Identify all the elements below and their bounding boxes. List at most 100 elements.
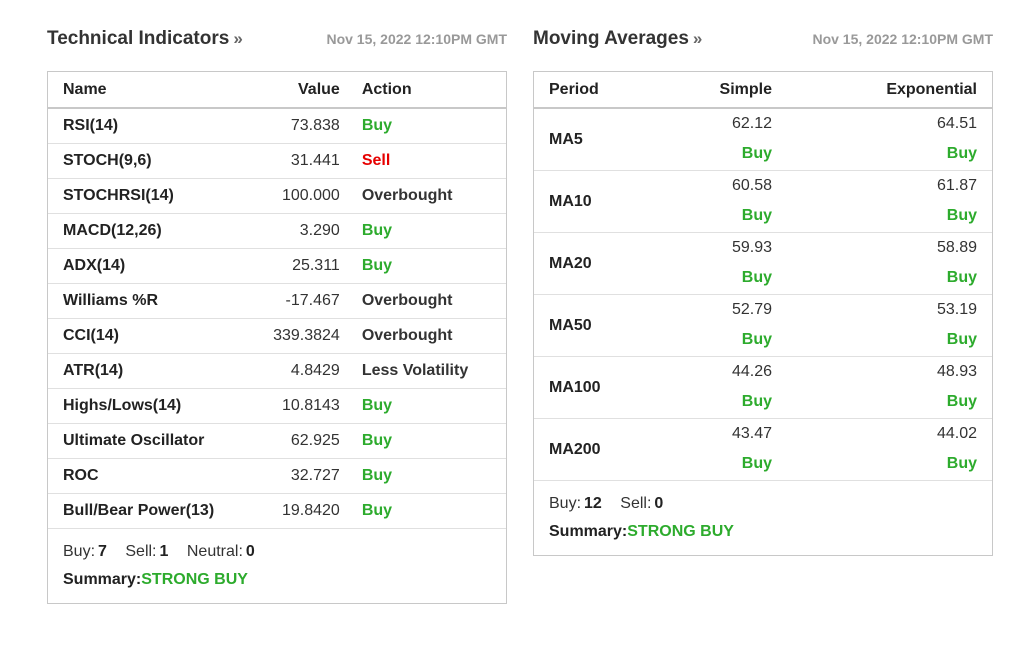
technical-signal-counts: Buy: 7 Sell: 1 Neutral: 0 — [63, 541, 491, 563]
exponential-ma-cell: 53.19 Buy — [784, 294, 992, 357]
table-row: STOCHRSI(14) 100.000 Overbought — [48, 178, 506, 214]
indicator-name[interactable]: ATR(14) — [48, 353, 231, 389]
indicator-name[interactable]: MACD(12,26) — [48, 213, 231, 249]
indicator-name[interactable]: Ultimate Oscillator — [48, 423, 231, 459]
buy-count-label: Buy: — [549, 494, 582, 512]
indicator-action: Buy — [345, 248, 506, 284]
exponential-ma-cell: 48.93 Buy — [784, 356, 992, 419]
moving-averages-rows: MA5 62.12 Buy 64.51 Buy MA10 60.58 Buy 61.87 Buy M… — [534, 108, 992, 481]
indicator-action: Buy — [345, 493, 506, 529]
exponential-ma-value: 64.51 — [936, 115, 977, 133]
buy-count-label: Buy: — [63, 542, 96, 560]
indicator-action: Buy — [345, 388, 506, 424]
indicator-value: 339.3824 — [231, 318, 346, 354]
moving-averages-summary: Buy: 12 Sell: 0 Summary:STRONG BUY — [534, 481, 992, 555]
simple-ma-value: 60.58 — [731, 177, 772, 194]
table-row: MA100 44.26 Buy 48.93 Buy — [534, 356, 992, 419]
column-header-exponential: Exponential — [784, 72, 992, 109]
moving-averages-table-box: Period Simple Exponential MA5 62.12 Buy 64.… — [533, 71, 993, 556]
ma-period: MA5 — [534, 108, 654, 171]
exponential-ma-cell: 58.89 Buy — [784, 232, 992, 295]
moving-averages-timestamp: Nov 15, 2022 12:10PM GMT — [812, 31, 993, 47]
indicator-name[interactable]: ADX(14) — [48, 248, 231, 284]
simple-ma-value: 52.79 — [731, 301, 772, 318]
exponential-ma-action: Buy — [946, 269, 977, 286]
indicator-value: 25.311 — [231, 248, 346, 284]
simple-ma-cell: 43.47 Buy — [654, 418, 784, 481]
indicator-value: 3.290 — [231, 213, 346, 249]
sell-count-value: 1 — [159, 542, 169, 560]
indicator-action: Overbought — [345, 318, 506, 354]
technical-indicators-timestamp: Nov 15, 2022 12:10PM GMT — [326, 31, 507, 47]
indicator-value: 31.441 — [231, 143, 346, 179]
indicator-action: Overbought — [345, 178, 506, 214]
moving-averages-title-text[interactable]: Moving Averages — [533, 28, 689, 49]
indicator-value: 100.000 — [231, 178, 346, 214]
exponential-ma-action: Buy — [946, 455, 977, 472]
table-row: Highs/Lows(14) 10.8143 Buy — [48, 388, 506, 424]
technical-indicators-title-text[interactable]: Technical Indicators — [47, 28, 230, 49]
technical-indicators-table-box: Name Value Action RSI(14) 73.838 Buy STOCH(… — [47, 71, 507, 604]
simple-ma-action: Buy — [741, 393, 772, 410]
ma-period: MA200 — [534, 418, 654, 481]
simple-ma-cell: 59.93 Buy — [654, 232, 784, 295]
indicator-name[interactable]: Bull/Bear Power(13) — [48, 493, 231, 529]
more-chevron-icon[interactable]: » — [692, 29, 703, 48]
exponential-ma-cell: 61.87 Buy — [784, 170, 992, 233]
indicator-name[interactable]: Williams %R — [48, 283, 231, 319]
technical-indicators-rows: RSI(14) 73.838 Buy STOCH(9,6) 31.441 Sell STOC… — [48, 108, 506, 529]
exponential-ma-value: 61.87 — [936, 177, 977, 194]
ma-signal-counts: Buy: 12 Sell: 0 — [549, 493, 977, 515]
simple-ma-action: Buy — [741, 269, 772, 286]
buy-count-value: 7 — [98, 542, 107, 560]
technical-indicators-table: Name Value Action RSI(14) 73.838 Buy STOCH(… — [48, 72, 506, 529]
table-row: MA200 43.47 Buy 44.02 Buy — [534, 418, 992, 481]
column-header-value: Value — [231, 72, 346, 109]
table-row: MA20 59.93 Buy 58.89 Buy — [534, 232, 992, 295]
table-row: STOCH(9,6) 31.441 Sell — [48, 143, 506, 179]
simple-ma-value: 62.12 — [731, 115, 772, 133]
exponential-ma-action: Buy — [946, 331, 977, 348]
ma-period: MA10 — [534, 170, 654, 233]
indicator-action: Overbought — [345, 283, 506, 319]
table-header-row: Period Simple Exponential — [534, 72, 992, 109]
indicator-action: Buy — [345, 458, 506, 494]
technical-indicators-title[interactable]: Technical Indicators» — [47, 28, 243, 50]
exponential-ma-value: 44.02 — [936, 425, 977, 442]
indicator-name[interactable]: STOCHRSI(14) — [48, 178, 231, 214]
simple-ma-cell: 62.12 Buy — [654, 108, 784, 171]
sell-count-label: Sell: — [125, 542, 157, 560]
simple-ma-value: 43.47 — [731, 425, 772, 442]
simple-ma-action: Buy — [741, 207, 772, 224]
sell-count-value: 0 — [654, 494, 664, 512]
indicator-name[interactable]: RSI(14) — [48, 108, 231, 144]
ma-period: MA100 — [534, 356, 654, 419]
ma-summary-line: Summary:STRONG BUY — [549, 521, 977, 543]
technical-summary-line: Summary:STRONG BUY — [63, 569, 491, 591]
indicator-value: 10.8143 — [231, 388, 346, 424]
table-row: CCI(14) 339.3824 Overbought — [48, 318, 506, 354]
indicator-name[interactable]: Highs/Lows(14) — [48, 388, 231, 424]
table-row: MA10 60.58 Buy 61.87 Buy — [534, 170, 992, 233]
exponential-ma-action: Buy — [946, 207, 977, 224]
simple-ma-cell: 60.58 Buy — [654, 170, 784, 233]
indicator-value: 4.8429 — [231, 353, 346, 389]
indicator-action: Buy — [345, 108, 506, 144]
simple-ma-action: Buy — [741, 455, 772, 472]
simple-ma-cell: 52.79 Buy — [654, 294, 784, 357]
table-row: Ultimate Oscillator 62.925 Buy — [48, 423, 506, 459]
indicator-value: 32.727 — [231, 458, 346, 494]
sell-count-label: Sell: — [620, 494, 652, 512]
more-chevron-icon[interactable]: » — [233, 29, 243, 48]
simple-ma-action: Buy — [741, 331, 772, 348]
table-row: ATR(14) 4.8429 Less Volatility — [48, 353, 506, 389]
ma-period: MA20 — [534, 232, 654, 295]
indicator-name[interactable]: CCI(14) — [48, 318, 231, 354]
indicator-name[interactable]: ROC — [48, 458, 231, 494]
table-row: Williams %R -17.467 Overbought — [48, 283, 506, 319]
indicator-name[interactable]: STOCH(9,6) — [48, 143, 231, 179]
moving-averages-title[interactable]: Moving Averages» — [533, 28, 702, 50]
table-row: MA5 62.12 Buy 64.51 Buy — [534, 108, 992, 171]
exponential-ma-cell: 44.02 Buy — [784, 418, 992, 481]
summary-value: STRONG BUY — [627, 522, 734, 540]
